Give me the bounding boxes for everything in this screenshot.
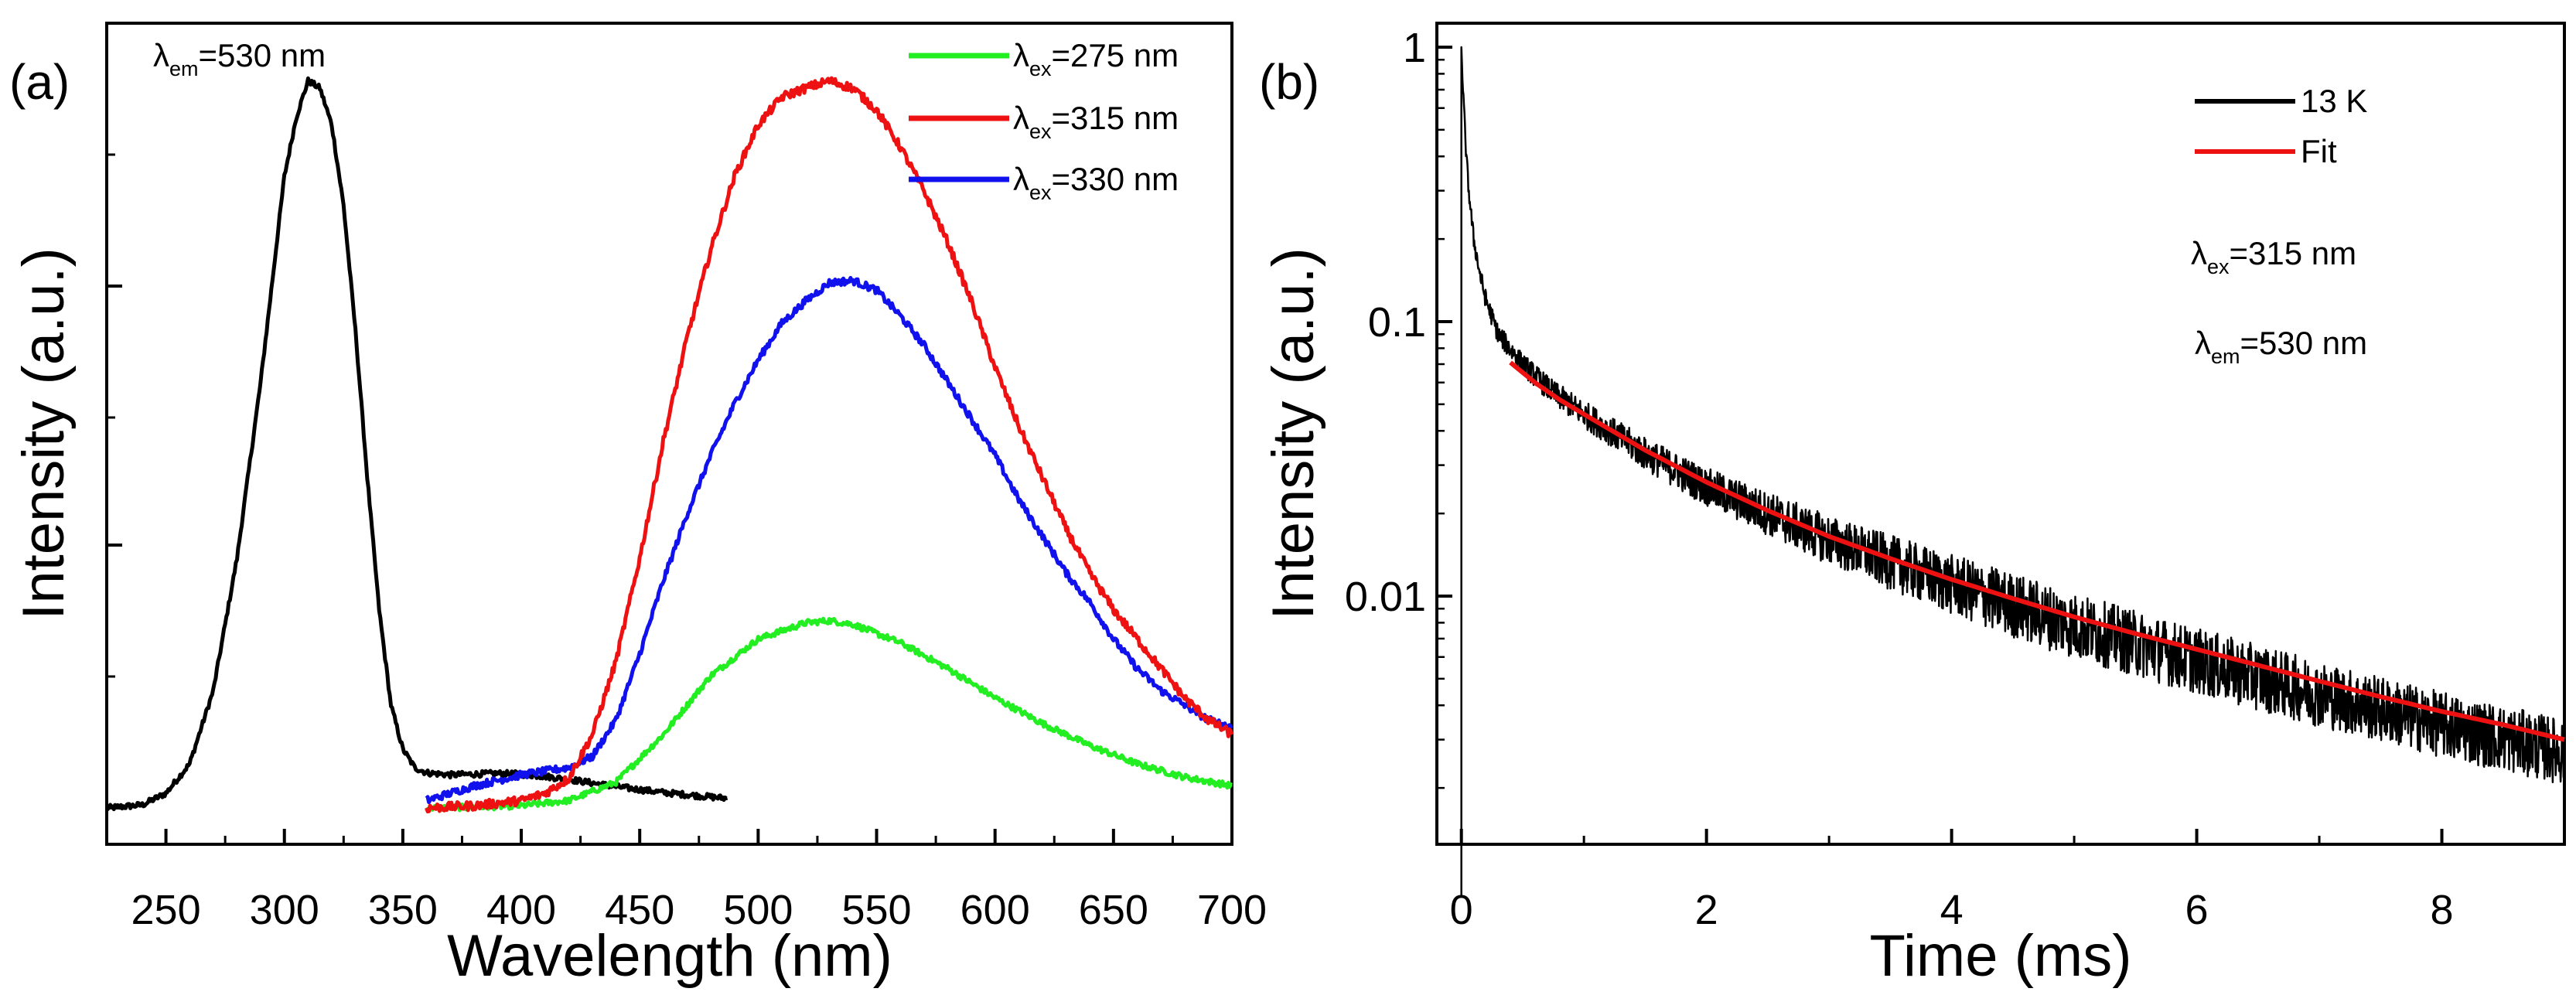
panel-b-legend: 13 K Fit <box>2195 83 2367 169</box>
series-line-315nm <box>425 76 1234 813</box>
panel-a-ticks: 250 300 350 400 450 500 550 600 650 700 <box>107 153 1267 933</box>
x-tick-label: 550 <box>841 887 911 933</box>
panel-a-x-axis-title: Wavelength (nm) <box>447 923 892 989</box>
legend-label-330: λex=330 nm <box>1013 161 1179 204</box>
panel-b-ticks: 0 2 4 6 8 1 0.1 0.01 <box>1345 25 2454 933</box>
panel-a-legend: λex=275 nm λex=315 nm λex=330 nm <box>909 37 1179 204</box>
x-tick-label: 500 <box>723 887 793 933</box>
legend-label-275: λex=275 nm <box>1013 37 1179 80</box>
x-tick-label: 600 <box>960 887 1030 933</box>
panel-b-annotation-em: λem=530 nm <box>2195 325 2367 368</box>
legend-label-13k: 13 K <box>2301 83 2367 119</box>
series-line-330nm <box>425 275 1233 805</box>
y-tick-label: 0.01 <box>1345 574 1426 620</box>
panel-b-y-axis-title: Intensity (a.u.) <box>1261 247 1326 620</box>
x-tick-label: 400 <box>486 887 556 933</box>
panel-b: (b) 0 2 4 6 8 1 0.1 0.01 13 K Fit λex=315 nm λe… <box>1259 22 2566 989</box>
panel-b-label: (b) <box>1259 54 1319 110</box>
panel-a-y-axis-title: Intensity (a.u.) <box>11 247 77 620</box>
annotation-value: =530 nm <box>199 37 326 73</box>
panel-a-series-layer <box>104 76 1234 813</box>
legend-label-315: λex=315 nm <box>1013 100 1179 143</box>
series-line-13k <box>1460 46 2565 898</box>
panel-a-annotation: λem=530 nm <box>153 37 326 80</box>
panel-a: (a) 250 300 350 400 450 500 550 600 650 700 λem=5… <box>9 22 1267 989</box>
panel-a-label: (a) <box>9 54 70 110</box>
x-tick-label: 8 <box>2430 887 2453 933</box>
series-line-275nm <box>425 616 1233 813</box>
series-line-fit <box>1509 360 2565 742</box>
x-tick-label: 2 <box>1695 887 1718 933</box>
y-tick-label: 1 <box>1403 25 1426 71</box>
x-tick-label: 350 <box>368 887 438 933</box>
x-tick-label: 6 <box>2185 887 2209 933</box>
x-tick-label: 4 <box>1940 887 1964 933</box>
panel-b-frame <box>1435 22 2566 846</box>
panel-b-x-axis-title: Time (ms) <box>1869 923 2131 989</box>
x-tick-label: 0 <box>1450 887 1473 933</box>
panel-a-frame <box>105 22 1233 846</box>
annotation-symbol: λ <box>153 37 169 73</box>
x-tick-label: 650 <box>1079 887 1148 933</box>
annotation-subscript: em <box>169 57 199 80</box>
panel-b-series-layer <box>1460 46 2565 898</box>
series-line-excitation <box>104 76 728 812</box>
x-tick-label: 250 <box>131 887 201 933</box>
x-tick-label: 700 <box>1197 887 1267 933</box>
x-tick-label: 300 <box>250 887 319 933</box>
panel-b-annotation-ex: λex=315 nm <box>2191 235 2356 278</box>
legend-label-fit: Fit <box>2301 133 2337 169</box>
y-tick-label: 0.1 <box>1368 299 1426 346</box>
x-tick-label: 450 <box>605 887 674 933</box>
